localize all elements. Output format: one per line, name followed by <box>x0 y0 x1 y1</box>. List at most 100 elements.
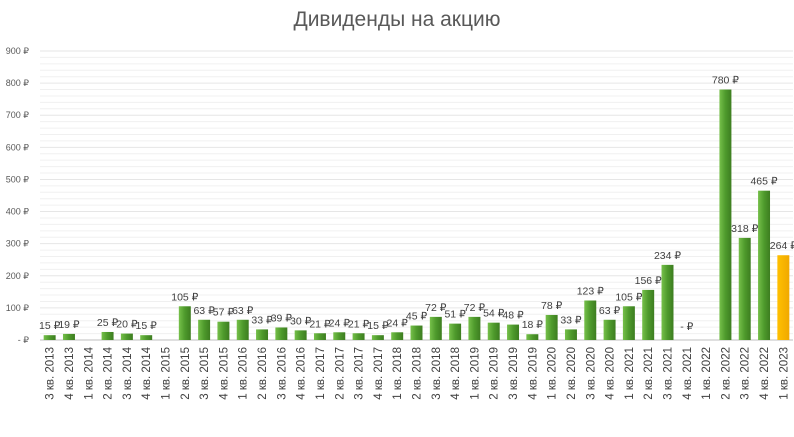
data-label: 54 ₽ <box>483 308 505 320</box>
bar <box>661 264 674 340</box>
bar <box>429 316 442 340</box>
y-tick-label: 400 ₽ <box>6 207 30 217</box>
bar <box>584 300 597 340</box>
data-label: 39 ₽ <box>271 312 293 324</box>
bar <box>758 190 771 340</box>
x-tick-label: 3 кв. 2022 <box>740 347 752 400</box>
x-tick-label: 1 кв. 2016 <box>238 347 250 400</box>
bar <box>313 333 326 340</box>
x-tick-label: 2 кв. 2019 <box>489 347 501 400</box>
x-tick-label: 1 кв. 2019 <box>469 347 481 400</box>
x-tick-label: 2 кв. 2020 <box>566 347 578 400</box>
bar <box>738 237 751 340</box>
x-tick-label: 3 кв. 2018 <box>431 347 443 400</box>
data-label: 30 ₽ <box>290 315 312 327</box>
data-label: 78 ₽ <box>541 300 563 312</box>
data-label: 57 ₽ <box>213 307 235 319</box>
y-tick-label: 500 ₽ <box>6 174 30 184</box>
bar <box>101 331 114 340</box>
x-tick-label: 2 кв. 2021 <box>643 347 655 400</box>
bar <box>391 332 404 340</box>
bar <box>256 329 269 340</box>
data-label: 18 ₽ <box>522 319 544 331</box>
x-tick-label: 3 кв. 2015 <box>199 347 211 400</box>
y-tick-label: 300 ₽ <box>6 239 30 249</box>
bar <box>603 319 616 340</box>
x-tick-label: 4 кв. 2016 <box>296 347 308 400</box>
y-tick-label: 200 ₽ <box>6 271 30 281</box>
bar <box>352 333 365 340</box>
x-tick-label: 3 кв. 2020 <box>585 347 597 400</box>
data-label: 105 ₽ <box>171 291 198 303</box>
data-labels: 15 ₽19 ₽25 ₽20 ₽15 ₽105 ₽63 ₽57 ₽63 ₽33 … <box>39 75 794 333</box>
x-tick-label: 1 кв. 2015 <box>161 347 173 400</box>
x-tick-label: 3 кв. 2021 <box>663 347 675 400</box>
x-tick-label: 4 кв. 2014 <box>141 346 153 399</box>
data-label: 15 ₽ <box>367 320 389 332</box>
chart-title: Дивиденды на акцию <box>293 8 501 31</box>
bar <box>719 89 732 341</box>
y-tick-label: 600 ₽ <box>6 142 30 152</box>
x-tick-label: 3 кв. 2017 <box>354 347 366 400</box>
bar <box>468 316 481 340</box>
bar <box>294 330 307 340</box>
data-label: 780 ₽ <box>712 75 739 87</box>
data-label: 48 ₽ <box>502 310 524 322</box>
bar <box>217 321 230 340</box>
bar <box>62 333 75 340</box>
y-tick-label: 900 ₽ <box>6 46 30 56</box>
data-label: 465 ₽ <box>750 176 777 188</box>
x-tick-label: 2 кв. 2017 <box>334 347 346 400</box>
x-tick-label: 2 кв. 2016 <box>257 347 269 400</box>
y-tick-label: 800 ₽ <box>6 78 30 88</box>
bar <box>371 335 384 340</box>
bar <box>526 334 539 340</box>
bar <box>777 255 790 340</box>
bar <box>622 306 635 340</box>
x-tick-label: 3 кв. 2013 <box>45 347 57 400</box>
data-label: 21 ₽ <box>348 318 370 330</box>
y-tick-label: 700 ₽ <box>6 110 30 120</box>
y-axis: - ₽ 100 ₽ 200 ₽ 300 ₽ 400 ₽ 500 ₽ 600 ₽ 700 ₽ 80… <box>6 46 30 345</box>
y-tick-label: - ₽ <box>18 335 29 345</box>
data-label: 45 ₽ <box>406 311 428 323</box>
data-label: 264 ₽ <box>770 240 794 252</box>
bar <box>507 324 520 340</box>
x-tick-label: 2 кв. 2015 <box>180 347 192 400</box>
data-label: 72 ₽ <box>425 302 447 314</box>
data-label: 105 ₽ <box>615 291 642 303</box>
data-label: 20 ₽ <box>116 319 138 331</box>
data-label: 318 ₽ <box>731 223 758 235</box>
bar <box>449 323 462 340</box>
bar <box>198 319 211 340</box>
data-label: 15 ₽ <box>136 320 158 332</box>
x-tick-label: 1 кв. 2014 <box>83 346 95 399</box>
data-label: 72 ₽ <box>464 302 486 314</box>
x-tick-label: 3 кв. 2019 <box>508 347 520 400</box>
bar <box>140 335 153 340</box>
x-tick-label: 1 кв. 2017 <box>315 347 327 400</box>
x-tick-label: 4 кв. 2022 <box>759 347 771 400</box>
data-label: 234 ₽ <box>654 250 681 262</box>
x-tick-label: 2 кв. 2022 <box>720 347 732 400</box>
bar <box>642 289 655 340</box>
bars <box>43 89 790 341</box>
data-label: 19 ₽ <box>58 319 80 331</box>
bar <box>564 329 577 340</box>
data-label: 156 ₽ <box>635 275 662 287</box>
data-label: 33 ₽ <box>560 314 582 326</box>
bar <box>178 306 191 340</box>
data-label: 25 ₽ <box>97 317 119 329</box>
y-tick-label: 100 ₽ <box>6 303 30 313</box>
x-tick-label: 4 кв. 2021 <box>682 347 694 400</box>
x-tick-label: 2 кв. 2014 <box>103 346 115 399</box>
data-label: 21 ₽ <box>309 318 331 330</box>
data-label: 63 ₽ <box>232 305 254 317</box>
data-label: 15 ₽ <box>39 320 61 332</box>
bar <box>275 327 288 340</box>
data-label: 63 ₽ <box>193 305 215 317</box>
x-tick-label: 1 кв. 2020 <box>547 347 559 400</box>
data-label: 33 ₽ <box>251 314 273 326</box>
